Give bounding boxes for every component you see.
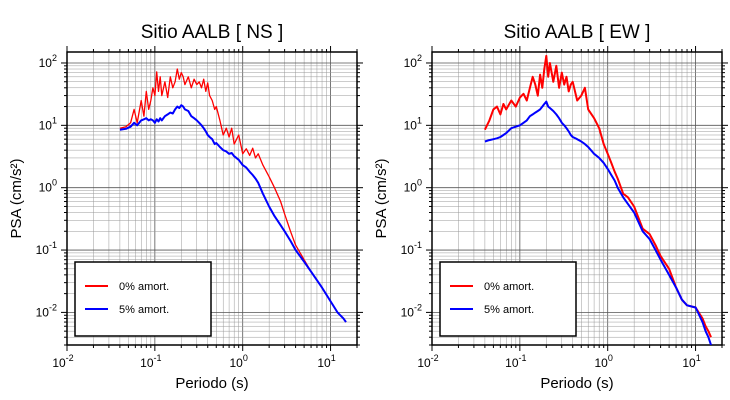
x-axis-label: Periodo (s): [175, 375, 248, 392]
series-line-five-percent-damping: [484, 100, 712, 345]
y-tick-label: 102: [39, 53, 57, 70]
series-line-zero-damping: [483, 54, 712, 338]
y-axis-label: PSA (cm/s²): [373, 158, 390, 238]
series-group: [119, 68, 347, 323]
y-tick-label: 10-2: [36, 302, 57, 319]
x-tick-label: 10-1: [505, 353, 526, 370]
legend-box: [439, 261, 577, 337]
chart-title: Sitio AALB [ NS ]: [141, 22, 284, 43]
y-tick-label: 101: [39, 115, 57, 132]
x-tick-label: 10-2: [52, 353, 73, 370]
chart-title: Sitio AALB [ EW ]: [504, 22, 651, 43]
plot-frame: [431, 51, 723, 346]
y-tick-label: 10-1: [36, 240, 57, 257]
grid-lines: [431, 52, 723, 346]
legend-label: 0% amort.: [119, 281, 169, 293]
x-tick-label: 100: [595, 353, 613, 370]
legend-box: [74, 261, 212, 337]
y-tick-label: 10-1: [401, 240, 422, 257]
x-axis-label: Periodo (s): [540, 375, 613, 392]
chart-panel-1: 10-2 10-1 100 101 10-2 10-1 100 101 102 Sitio AAL…: [8, 22, 363, 392]
legend: 0% amort. 5% amort.: [439, 261, 577, 337]
series-line-zero-damping: [119, 68, 347, 323]
y-axis-label: PSA (cm/s²): [8, 158, 25, 238]
legend-label: 5% amort.: [484, 304, 534, 316]
chart-panel-2: 10-2 10-1 100 101 10-2 10-1 100 101 102 Sitio AAL…: [373, 22, 728, 392]
x-tick-label: 10-1: [140, 353, 161, 370]
series-line-five-percent-damping: [119, 104, 347, 323]
y-tick-label: 101: [404, 115, 422, 132]
plot-frame: [66, 51, 358, 346]
y-tick-label: 102: [404, 53, 422, 70]
y-tick-label: 100: [39, 178, 57, 195]
legend-label: 0% amort.: [484, 281, 534, 293]
y-tick-label: 10-2: [401, 302, 422, 319]
series-group: [483, 54, 712, 345]
x-tick-label: 101: [317, 353, 335, 370]
x-tick-label: 100: [230, 353, 248, 370]
legend-label: 5% amort.: [119, 304, 169, 316]
x-tick-label: 101: [682, 353, 700, 370]
x-tick-label: 10-2: [417, 353, 438, 370]
legend: 0% amort. 5% amort.: [74, 261, 212, 337]
y-tick-label: 100: [404, 178, 422, 195]
